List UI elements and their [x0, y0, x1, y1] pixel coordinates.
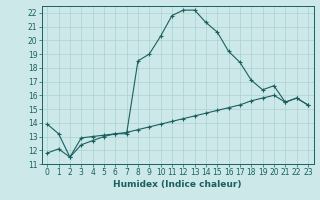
X-axis label: Humidex (Indice chaleur): Humidex (Indice chaleur) [113, 180, 242, 189]
